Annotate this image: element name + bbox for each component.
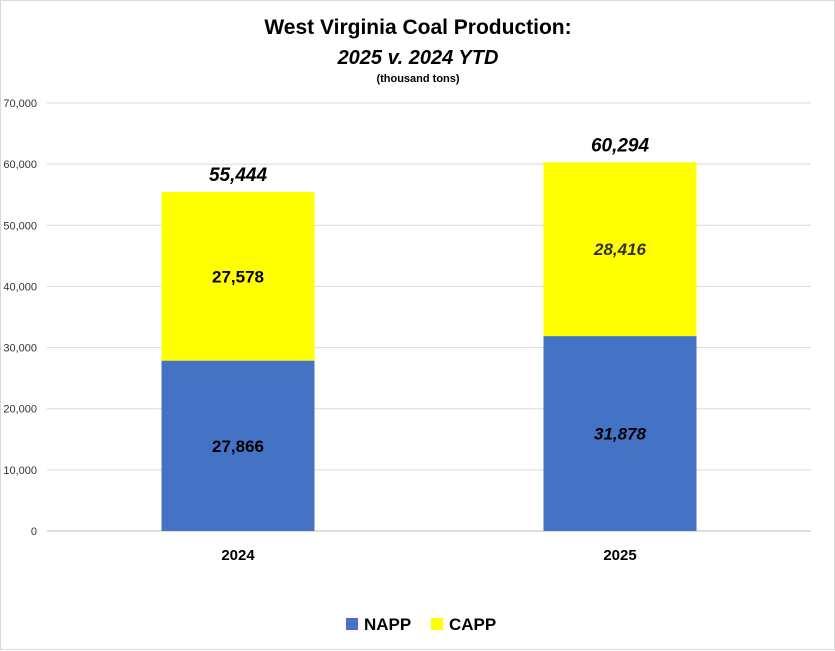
data-labels: 27,866 27,578 55,444 31,878 28,416 60,294 [209,135,650,455]
chart-subtitle: 2025 v. 2024 YTD [337,47,499,69]
y-axis: 0 10,000 20,000 30,000 40,000 50,000 60,000 70,… [3,98,37,538]
y-tick-label: 20,000 [3,404,37,416]
bar-napp-2024 [161,360,315,531]
chart-title: West Virginia Coal Production: [264,16,571,39]
segment-label: 31,878 [594,425,647,444]
legend-label-napp: NAPP [364,615,411,634]
y-tick-label: 60,000 [3,159,37,171]
legend-swatch-napp [346,618,358,630]
x-tick-label: 2025 [603,547,636,564]
bar-capp-2024 [161,191,315,361]
legend-swatch-capp [431,618,443,630]
total-label: 55,444 [209,165,268,186]
y-tick-label: 50,000 [3,220,37,232]
x-axis: 2024 2025 [221,547,636,564]
y-tick-label: 30,000 [3,343,37,355]
segment-label: 27,866 [212,437,264,456]
bar-capp-2025 [543,162,697,337]
y-tick-label: 0 [31,526,37,538]
x-tick-label: 2024 [221,547,255,564]
y-tick-label: 40,000 [3,281,37,293]
legend: NAPP CAPP [346,615,496,634]
bars [161,162,697,531]
segment-label: 27,578 [212,267,264,286]
segment-label: 28,416 [593,240,647,259]
chart-units: (thousand tons) [376,73,459,85]
y-tick-label: 70,000 [3,98,37,110]
total-label: 60,294 [591,135,650,156]
bar-napp-2025 [543,336,697,531]
y-tick-label: 10,000 [3,465,37,477]
legend-label-capp: CAPP [449,615,496,634]
